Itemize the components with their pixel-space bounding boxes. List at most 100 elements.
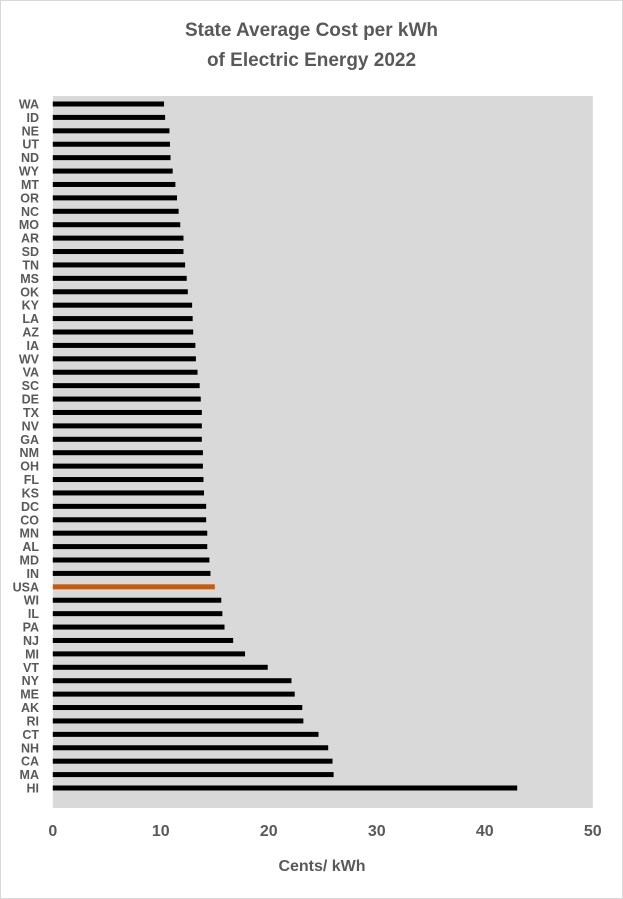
bar-md bbox=[52, 557, 210, 563]
x-tick-label: 30 bbox=[368, 823, 386, 840]
category-label-nv: NV bbox=[22, 419, 40, 433]
bar-or bbox=[52, 195, 177, 201]
category-label-ia: IA bbox=[27, 339, 40, 353]
bar-pa bbox=[52, 624, 225, 630]
bar-id bbox=[52, 114, 166, 120]
category-label-nd: ND bbox=[21, 151, 39, 165]
category-label-sc: SC bbox=[22, 379, 39, 393]
bar-la bbox=[52, 316, 193, 322]
bar-ca bbox=[52, 758, 333, 764]
bar-co bbox=[52, 517, 207, 523]
bar-tx bbox=[52, 409, 202, 415]
category-label-ca: CA bbox=[21, 755, 39, 769]
category-label-ak: AK bbox=[21, 701, 39, 715]
bar-ne bbox=[52, 128, 170, 134]
bar-az bbox=[52, 329, 194, 335]
category-label-mt: MT bbox=[21, 178, 39, 192]
category-label-oh: OH bbox=[20, 460, 39, 474]
category-label-de: DE bbox=[22, 393, 39, 407]
category-label-me: ME bbox=[20, 688, 39, 702]
bar-nd bbox=[52, 155, 171, 161]
bar-al bbox=[52, 544, 208, 550]
category-label-pa: PA bbox=[23, 621, 39, 635]
bar-de bbox=[52, 396, 201, 402]
chart-title: State Average Cost per kWh of Electric E… bbox=[0, 16, 623, 76]
category-label-md: MD bbox=[20, 554, 39, 568]
bar-ut bbox=[52, 141, 170, 147]
bar-vt bbox=[52, 664, 268, 670]
category-label-mn: MN bbox=[20, 527, 39, 541]
bar-nm bbox=[52, 450, 203, 456]
bar-wi bbox=[52, 597, 222, 603]
x-axis-label: Cents/ kWh bbox=[278, 858, 365, 875]
bar-nv bbox=[52, 423, 202, 429]
category-label-ne: NE bbox=[22, 124, 39, 138]
category-label-va: VA bbox=[23, 366, 39, 380]
bar-ia bbox=[52, 342, 196, 348]
category-label-nj: NJ bbox=[23, 634, 39, 648]
category-label-sd: SD bbox=[22, 245, 39, 259]
category-label-tx: TX bbox=[23, 406, 40, 420]
category-label-il: IL bbox=[28, 607, 39, 621]
bar-ak bbox=[52, 705, 303, 711]
category-label-al: AL bbox=[22, 540, 39, 554]
category-label-ms: MS bbox=[20, 272, 39, 286]
bar-wv bbox=[52, 356, 196, 362]
bar-dc bbox=[52, 503, 207, 509]
category-label-wa: WA bbox=[19, 98, 39, 112]
bar-ok bbox=[52, 289, 188, 295]
bar-me bbox=[52, 691, 295, 697]
category-label-az: AZ bbox=[22, 326, 39, 340]
category-label-nc: NC bbox=[21, 205, 39, 219]
category-label-nh: NH bbox=[21, 741, 39, 755]
category-label-la: LA bbox=[22, 312, 39, 326]
bar-in bbox=[52, 570, 211, 576]
category-label-wy: WY bbox=[19, 165, 40, 179]
bar-mt bbox=[52, 181, 176, 187]
x-tick-label: 40 bbox=[476, 823, 494, 840]
bar-sc bbox=[52, 383, 200, 389]
bar-sd bbox=[52, 249, 184, 255]
category-label-mi: MI bbox=[25, 647, 39, 661]
x-tick-label: 20 bbox=[260, 823, 278, 840]
bar-mi bbox=[52, 651, 246, 657]
bar-mn bbox=[52, 530, 208, 536]
category-label-id: ID bbox=[27, 111, 40, 125]
chart-title-line-1: State Average Cost per kWh bbox=[184, 20, 439, 41]
x-tick-label: 10 bbox=[152, 823, 170, 840]
x-tick-label: 0 bbox=[48, 823, 57, 840]
bar-tn bbox=[52, 262, 186, 268]
category-label-dc: DC bbox=[21, 500, 39, 514]
category-label-ar: AR bbox=[21, 232, 39, 246]
category-label-ut: UT bbox=[22, 138, 39, 152]
category-label-mo: MO bbox=[19, 218, 39, 232]
bar-mo bbox=[52, 222, 181, 228]
bar-il bbox=[52, 611, 223, 617]
category-label-wv: WV bbox=[19, 352, 40, 366]
bar-usa bbox=[52, 584, 215, 590]
bar-va bbox=[52, 369, 198, 375]
bar-ct bbox=[52, 731, 319, 737]
bar-wy bbox=[52, 168, 173, 174]
category-label-wi: WI bbox=[24, 594, 39, 608]
category-label-ma: MA bbox=[20, 768, 39, 782]
category-label-ky: KY bbox=[22, 299, 40, 313]
category-label-fl: FL bbox=[24, 473, 40, 487]
category-label-usa: USA bbox=[13, 580, 39, 594]
bar-ny bbox=[52, 678, 292, 684]
category-label-ok: OK bbox=[20, 285, 39, 299]
bar-ma bbox=[52, 772, 334, 778]
x-tick-label: 50 bbox=[584, 823, 602, 840]
bar-ms bbox=[52, 275, 187, 281]
bar-ri bbox=[52, 718, 304, 724]
bar-hi bbox=[52, 785, 518, 791]
bar-ky bbox=[52, 302, 193, 308]
category-label-ct: CT bbox=[22, 728, 39, 742]
category-label-tn: TN bbox=[22, 258, 39, 272]
category-label-ks: KS bbox=[22, 486, 39, 500]
bar-ks bbox=[52, 490, 204, 496]
category-label-vt: VT bbox=[23, 661, 39, 675]
category-label-in: IN bbox=[27, 567, 40, 581]
category-label-co: CO bbox=[20, 513, 39, 527]
